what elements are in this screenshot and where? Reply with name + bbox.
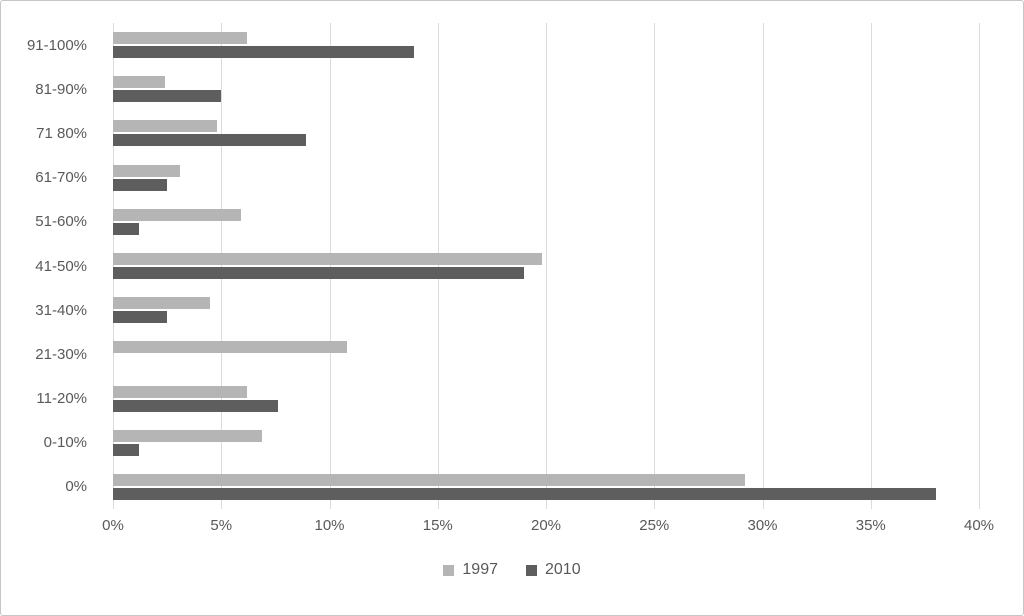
legend-item-2010: 2010 — [526, 561, 581, 579]
x-tick-label: 20% — [530, 517, 562, 534]
y-axis-labels: 91-100% 81-90% 71 80% 61-70% 51-60% 41-50% 31-… — [1, 23, 99, 509]
bar-1997 — [113, 253, 542, 266]
legend-item-1997: 1997 — [443, 561, 498, 579]
gridline — [329, 23, 331, 509]
bar-group — [113, 200, 979, 244]
x-axis: 0% 5% 10% 15% 20% 25% 30% 35% 40% — [102, 517, 994, 539]
bar-group — [113, 421, 979, 465]
bar-group — [113, 67, 979, 111]
y-category-label: 0-10% — [43, 434, 87, 452]
bar-1997 — [113, 76, 165, 89]
bar-2010 — [113, 487, 936, 500]
bar-1997 — [113, 120, 217, 133]
bar-group — [113, 377, 979, 421]
bar-1997 — [113, 385, 248, 398]
bar-2010 — [113, 443, 139, 456]
x-tick-label: 0% — [102, 517, 124, 534]
bar-group — [113, 465, 979, 509]
y-category-label: 41-50% — [35, 257, 87, 275]
y-category-label: 91-100% — [26, 36, 87, 54]
gridline — [437, 23, 439, 509]
bar-2010 — [113, 178, 168, 191]
y-category-label: 51-60% — [35, 213, 87, 231]
bar-2010 — [113, 134, 306, 147]
x-tick-label: 25% — [639, 517, 670, 534]
bar-group — [113, 288, 979, 332]
x-tick-label: 10% — [314, 517, 345, 534]
bar-group — [113, 244, 979, 288]
gridline — [221, 23, 223, 509]
bar-2010 — [113, 267, 525, 280]
bar-1997 — [113, 473, 746, 486]
legend: 1997 2010 — [1, 561, 1023, 579]
y-category-label: 71 80% — [36, 124, 87, 142]
bar-2010 — [113, 222, 139, 235]
bar-rows — [113, 23, 979, 509]
bar-2010 — [113, 90, 222, 103]
bar-group — [113, 23, 979, 67]
gridline — [870, 23, 872, 509]
y-category-label: 21-30% — [35, 345, 87, 363]
bar-group — [113, 156, 979, 200]
bar-1997 — [113, 341, 347, 354]
legend-swatch-1997 — [443, 564, 455, 576]
gridline — [762, 23, 764, 509]
y-category-label: 11-20% — [36, 390, 87, 408]
bar-group — [113, 111, 979, 155]
bar-1997 — [113, 164, 181, 177]
y-category-label: 31-40% — [35, 301, 87, 319]
bar-group — [113, 332, 979, 376]
bar-2010 — [113, 399, 278, 412]
plot-area — [113, 23, 980, 509]
x-tick-label: 5% — [210, 517, 233, 534]
gridline — [654, 23, 656, 509]
gridline — [113, 23, 114, 509]
y-category-label: 0% — [65, 478, 87, 496]
bar-1997 — [113, 429, 263, 442]
legend-label-1997: 1997 — [462, 561, 498, 578]
gridline — [979, 23, 980, 509]
x-tick-label: 35% — [855, 517, 886, 534]
legend-swatch-2010 — [526, 564, 537, 576]
x-tick-label: 15% — [422, 517, 453, 534]
bar-1997 — [113, 32, 248, 45]
y-category-label: 81-90% — [35, 80, 87, 98]
bar-1997 — [113, 297, 211, 310]
bar-2010 — [113, 46, 414, 59]
legend-label-2010: 2010 — [545, 561, 581, 578]
bar-2010 — [113, 311, 168, 324]
bar-1997 — [113, 208, 241, 221]
x-tick-label: 40% — [963, 517, 995, 534]
y-category-label: 61-70% — [35, 169, 87, 187]
x-tick-label: 30% — [747, 517, 778, 534]
gridline — [546, 23, 547, 509]
